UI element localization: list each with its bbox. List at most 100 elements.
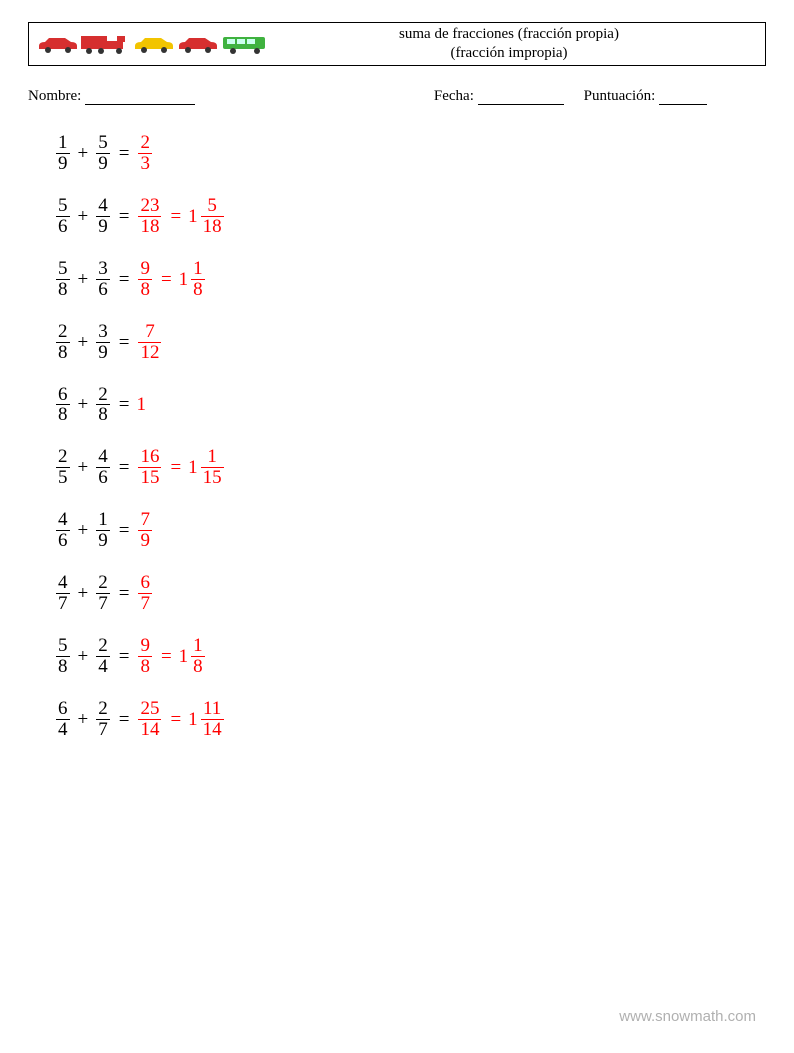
denominator: 8	[56, 404, 70, 425]
plus-sign: +	[78, 270, 89, 289]
denominator: 7	[96, 593, 110, 614]
fraction: 24	[96, 636, 110, 677]
equals-sign: =	[170, 710, 181, 729]
numerator: 2	[96, 385, 110, 405]
numerator: 16	[138, 447, 161, 467]
car-icon	[37, 34, 79, 54]
plus-sign: +	[78, 584, 89, 603]
fraction: 58	[56, 636, 70, 677]
car-icon	[177, 34, 219, 54]
plus-sign: +	[78, 710, 89, 729]
numerator: 3	[96, 259, 110, 279]
equals-sign: =	[119, 458, 130, 477]
problem-row: 64 +27 = 2514 = 11114	[54, 699, 766, 740]
fraction: 46	[96, 447, 110, 488]
numerator: 1	[96, 510, 110, 530]
date-blank[interactable]	[478, 89, 564, 106]
fraction: 19	[56, 133, 70, 174]
date-field: Fecha:	[434, 88, 564, 105]
numerator: 9	[138, 259, 152, 279]
fraction: 36	[96, 259, 110, 300]
denominator: 8	[191, 656, 205, 677]
denominator: 6	[56, 530, 70, 551]
denominator: 15	[138, 467, 161, 488]
score-field: Puntuación:	[584, 88, 707, 105]
plus-sign: +	[78, 333, 89, 352]
numerator: 4	[96, 196, 110, 216]
numerator: 6	[138, 573, 152, 593]
fraction: 68	[56, 385, 70, 426]
worksheet-page: suma de fracciones (fracción propia) (fr…	[0, 0, 794, 740]
date-label: Fecha:	[434, 88, 474, 104]
plus-sign: +	[78, 521, 89, 540]
denominator: 8	[138, 656, 152, 677]
numerator: 1	[205, 447, 219, 467]
numerator: 5	[205, 196, 219, 216]
answer: 23	[136, 133, 154, 174]
fraction: 64	[56, 699, 70, 740]
answer: 1	[136, 395, 146, 414]
mixed-number: 1518	[188, 196, 226, 237]
mixed-number: 118	[179, 636, 207, 677]
title-line-1: suma de fracciones (fracción propia)	[269, 25, 749, 44]
fraction: 67	[138, 573, 152, 614]
denominator: 8	[56, 279, 70, 300]
plus-sign: +	[78, 647, 89, 666]
fraction: 47	[56, 573, 70, 614]
plus-sign: +	[78, 207, 89, 226]
equals-sign: =	[119, 647, 130, 666]
fraction: 25	[56, 447, 70, 488]
equals-sign: =	[119, 395, 130, 414]
denominator: 8	[138, 279, 152, 300]
car-icon	[133, 34, 175, 54]
numerator: 5	[56, 259, 70, 279]
problem-row: 46+19=79	[54, 510, 766, 551]
denominator: 14	[138, 719, 161, 740]
score-label: Puntuación:	[584, 88, 656, 104]
answer: 98=118	[136, 636, 206, 677]
equals-sign: =	[119, 584, 130, 603]
fraction: 518	[201, 196, 224, 237]
fraction: 19	[96, 510, 110, 551]
problem-row: 19+59=23	[54, 133, 766, 174]
whole-part: 1	[188, 710, 198, 729]
fraction: 115	[201, 447, 224, 488]
numerator: 5	[96, 133, 110, 153]
denominator: 9	[96, 216, 110, 237]
fraction: 28	[96, 385, 110, 426]
numerator: 7	[143, 322, 157, 342]
problem-row: 28+39=712	[54, 322, 766, 363]
name-blank[interactable]	[85, 89, 195, 106]
numerator: 25	[138, 699, 161, 719]
numerator: 6	[56, 699, 70, 719]
denominator: 9	[96, 153, 110, 174]
denominator: 3	[138, 153, 152, 174]
problem-row: 56+49=2318=1518	[54, 196, 766, 237]
fraction: 18	[191, 636, 205, 677]
denominator: 7	[56, 593, 70, 614]
denominator: 18	[201, 216, 224, 237]
denominator: 9	[96, 530, 110, 551]
fraction: 49	[96, 196, 110, 237]
denominator: 4	[96, 656, 110, 677]
denominator: 15	[201, 467, 224, 488]
numerator: 2	[138, 133, 152, 153]
car-icons	[37, 34, 269, 54]
denominator: 8	[56, 656, 70, 677]
mixed-number: 11114	[188, 699, 226, 740]
equals-sign: =	[170, 458, 181, 477]
equals-sign: =	[119, 710, 130, 729]
fraction: 27	[96, 699, 110, 740]
numerator: 2	[56, 322, 70, 342]
numerator: 5	[56, 636, 70, 656]
fraction: 79	[138, 510, 152, 551]
score-blank[interactable]	[659, 89, 707, 106]
denominator: 6	[96, 467, 110, 488]
denominator: 8	[96, 404, 110, 425]
fraction: 58	[56, 259, 70, 300]
fraction: 28	[56, 322, 70, 363]
numerator: 2	[56, 447, 70, 467]
equals-sign: =	[161, 647, 172, 666]
equals-sign: =	[170, 207, 181, 226]
numerator: 1	[56, 133, 70, 153]
